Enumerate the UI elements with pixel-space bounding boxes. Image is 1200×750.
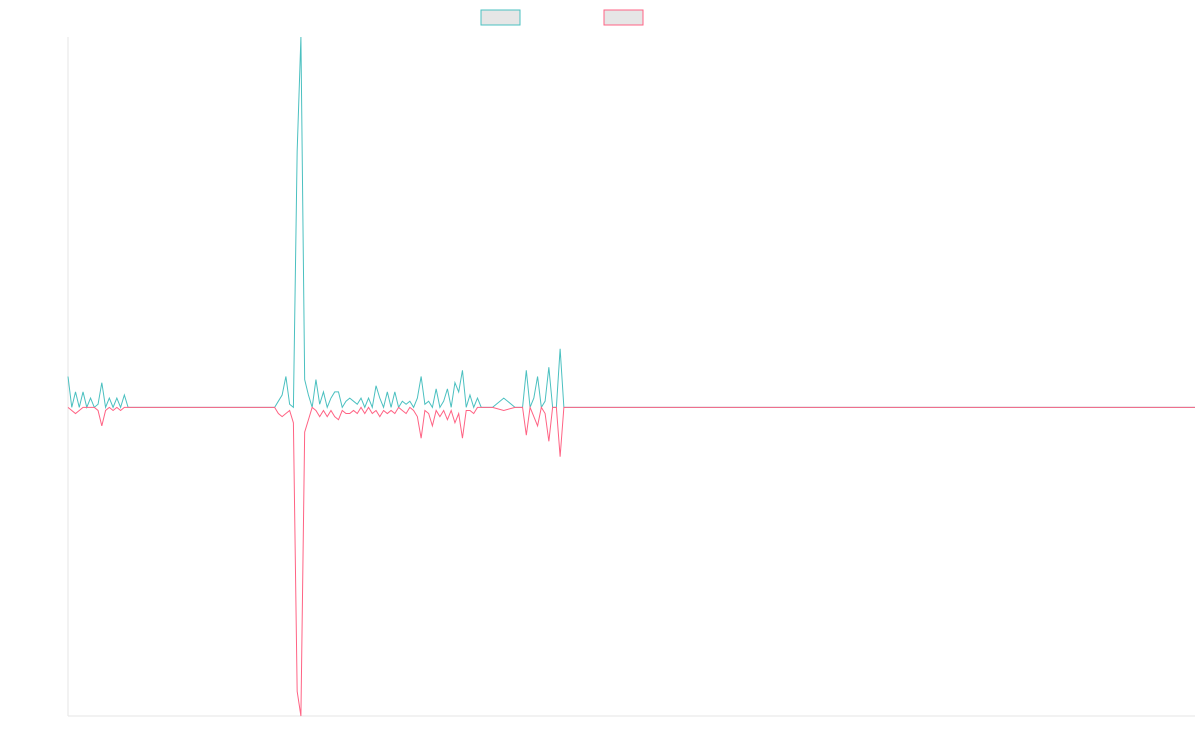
series-line — [67, 405, 1195, 717]
legend-swatch — [603, 9, 644, 26]
legend-swatch — [480, 9, 521, 26]
series-line — [67, 36, 1195, 410]
